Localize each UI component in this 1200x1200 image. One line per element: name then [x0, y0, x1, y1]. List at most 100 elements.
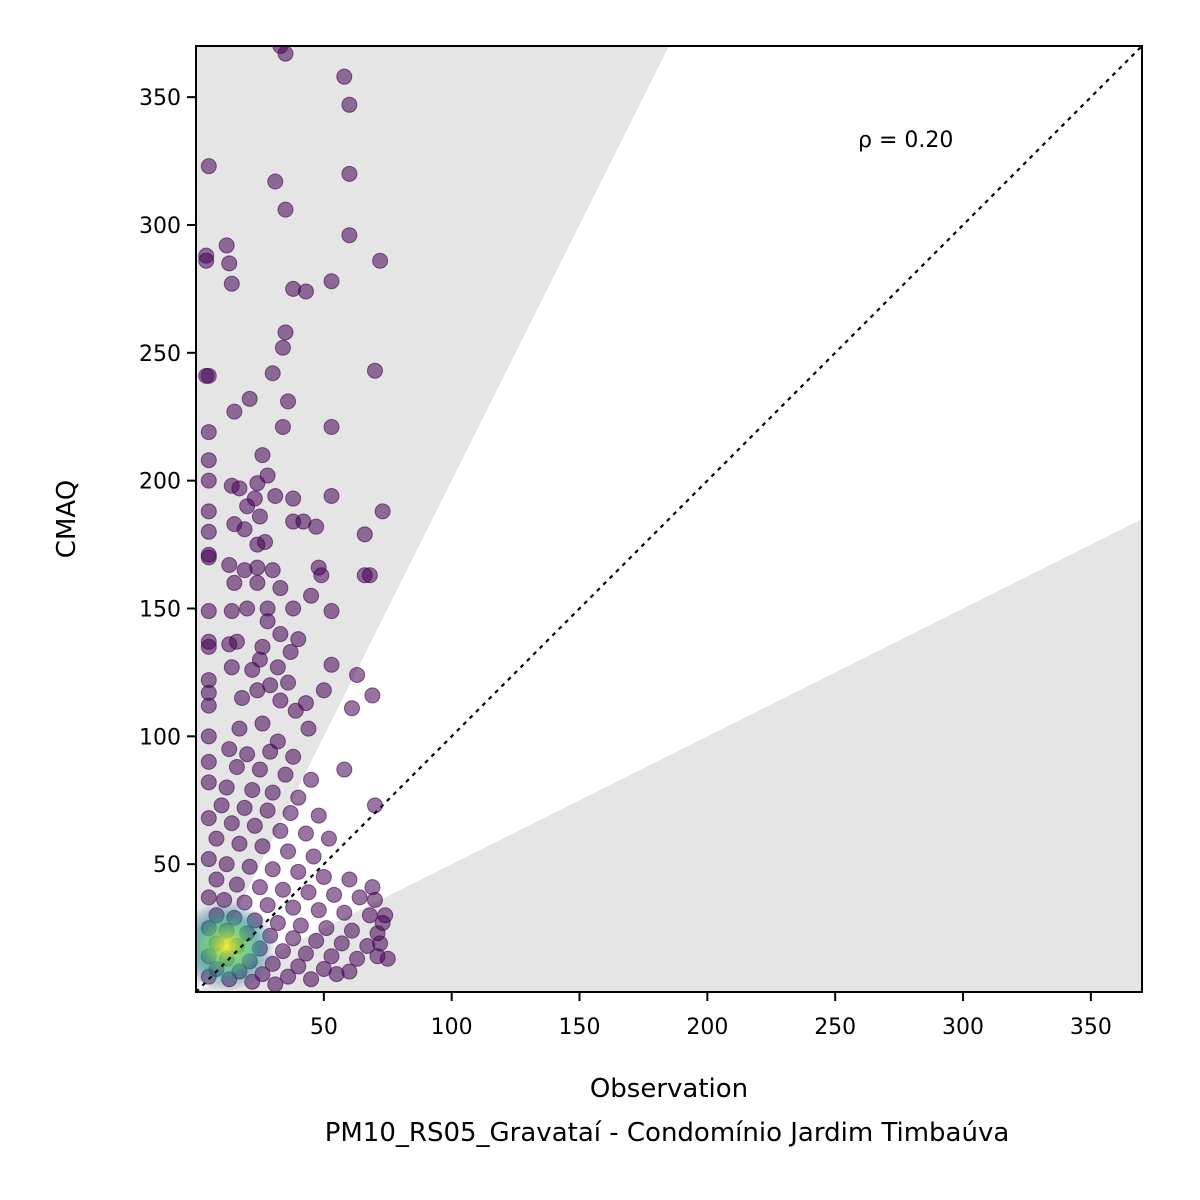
y-tick-label: 300 [139, 214, 181, 239]
data-point [254, 447, 271, 464]
data-point [297, 283, 314, 300]
data-point [303, 971, 320, 988]
y-tick-label: 350 [139, 86, 181, 111]
data-points [198, 46, 396, 992]
data-point [290, 789, 307, 806]
data-point [328, 966, 345, 983]
data-point [226, 574, 243, 591]
data-point [323, 656, 340, 673]
x-tick-label: 150 [559, 1015, 601, 1040]
data-point [349, 666, 366, 683]
data-point [297, 825, 314, 842]
data-point [272, 580, 289, 597]
y-tick-label: 250 [139, 342, 181, 367]
data-point [231, 720, 248, 737]
data-point [274, 418, 291, 435]
data-point [236, 521, 253, 538]
y-axis: 50 100 150 200 250 300 350 [139, 86, 196, 878]
data-point [200, 638, 217, 655]
data-point [285, 600, 302, 617]
data-point [336, 761, 353, 778]
data-point [249, 559, 266, 576]
data-point [221, 255, 238, 272]
data-point [244, 782, 261, 799]
data-point [231, 835, 248, 852]
data-point [282, 805, 299, 822]
data-point [236, 799, 253, 816]
y-tick-label: 150 [139, 597, 181, 622]
data-point [313, 567, 330, 584]
data-point [290, 863, 307, 880]
y-tick-label: 200 [139, 470, 181, 495]
data-point [228, 633, 245, 650]
data-point [200, 728, 217, 745]
data-point [267, 173, 284, 190]
y-axis-label: CMAQ [52, 480, 82, 558]
data-point [200, 549, 217, 566]
data-point [264, 562, 281, 579]
data-point [343, 922, 360, 939]
data-point [349, 950, 366, 967]
data-point [323, 487, 340, 504]
data-point [274, 881, 291, 898]
data-point [285, 899, 302, 916]
data-point [249, 682, 266, 699]
data-point [323, 948, 340, 965]
data-point [310, 807, 327, 824]
plot-area [196, 46, 1142, 992]
data-point [374, 503, 391, 520]
data-point [228, 759, 245, 776]
data-point [277, 324, 294, 341]
data-point [300, 884, 317, 901]
data-point [218, 779, 235, 796]
data-point [272, 626, 289, 643]
data-point [254, 838, 271, 855]
data-point [226, 403, 243, 420]
data-point [200, 452, 217, 469]
density-core [196, 900, 277, 991]
data-point [341, 227, 358, 244]
data-point [249, 574, 266, 591]
data-point [303, 771, 320, 788]
data-point [323, 418, 340, 435]
data-point [221, 557, 238, 574]
x-tick-label: 350 [1070, 1015, 1112, 1040]
data-point [320, 830, 337, 847]
data-point [361, 567, 378, 584]
data-point [341, 96, 358, 113]
data-point [315, 682, 332, 699]
data-point [290, 631, 307, 648]
data-point [218, 856, 235, 873]
data-point [251, 879, 268, 896]
data-point [269, 659, 286, 676]
data-point [200, 472, 217, 489]
data-point [231, 480, 248, 497]
data-point [200, 503, 217, 520]
data-point [280, 393, 297, 410]
data-point [308, 932, 325, 949]
data-point [259, 897, 276, 914]
correlation-annotation: ρ = 0.20 [858, 128, 953, 153]
data-point [285, 748, 302, 765]
data-point [326, 886, 343, 903]
data-point [323, 273, 340, 290]
data-point [303, 587, 320, 604]
data-point [264, 784, 281, 801]
data-point [333, 935, 350, 952]
data-point [198, 367, 215, 384]
data-point [277, 46, 294, 62]
data-point [200, 523, 217, 540]
data-point [241, 858, 258, 875]
data-point [223, 659, 240, 676]
data-point [282, 643, 299, 660]
data-point [315, 868, 332, 885]
x-tick-label: 250 [814, 1015, 856, 1040]
x-tick-label: 100 [431, 1015, 473, 1040]
data-point [241, 390, 258, 407]
data-point [280, 843, 297, 860]
data-point [234, 689, 251, 706]
data-point [280, 674, 297, 691]
data-point [280, 968, 297, 985]
x-axis: 50 100 150 200 250 300 350 [310, 992, 1112, 1040]
data-point [308, 518, 325, 535]
